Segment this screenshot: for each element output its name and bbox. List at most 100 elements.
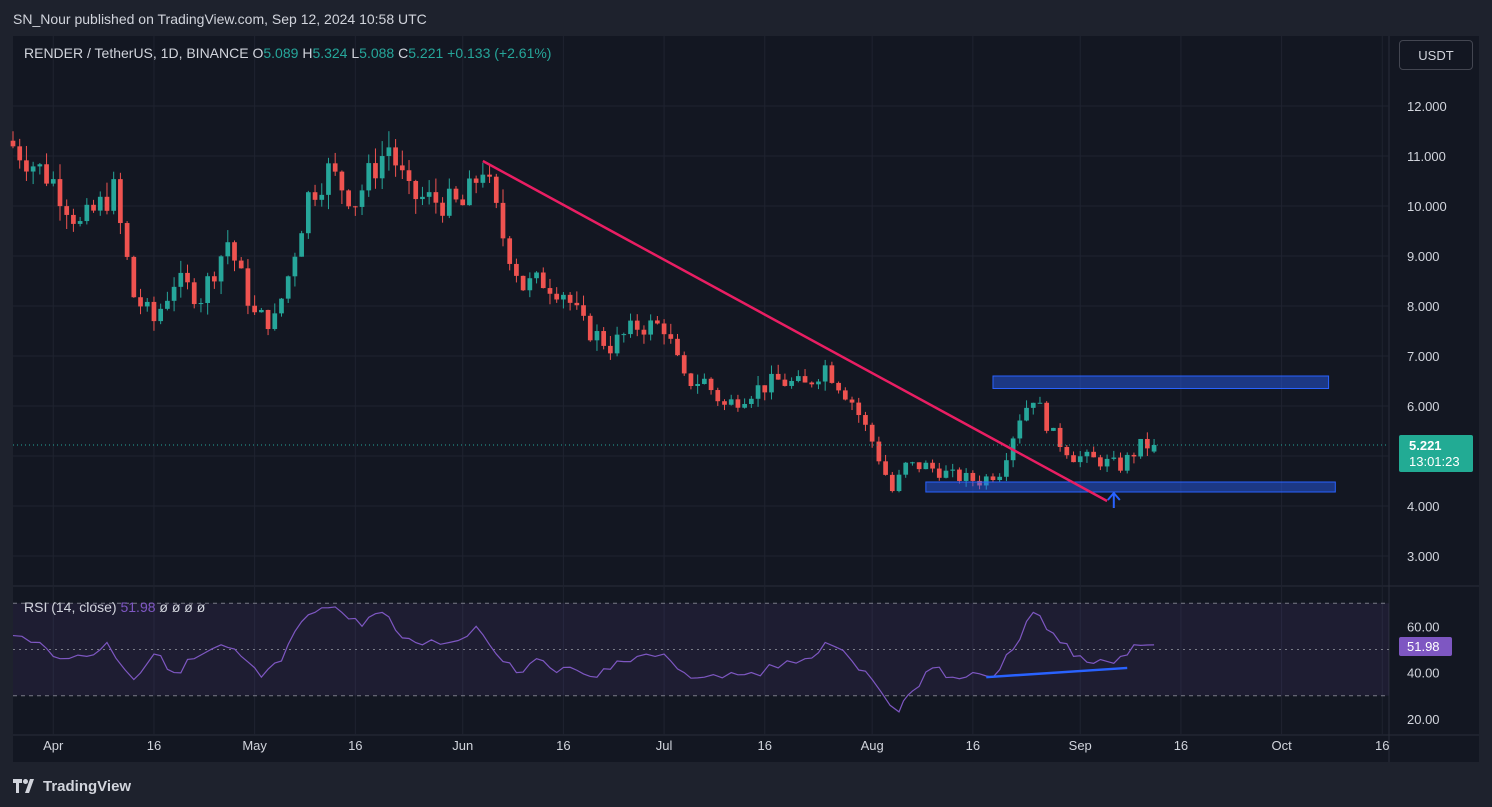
candle-body [191,282,197,305]
candle [869,422,875,448]
rsi-tick-label: 40.00 [1407,666,1440,681]
candle-body [849,399,855,403]
currency-button[interactable]: USDT [1399,40,1473,70]
candle-body [77,221,83,224]
candle-body [648,320,654,335]
legend-open: 5.089 [263,45,299,61]
candle-body [111,179,117,211]
candle-body [118,179,123,224]
candle-body [1030,402,1036,408]
time-tick-label: Apr [43,738,64,753]
candle [997,473,1003,482]
candle-body [782,379,788,386]
legend-change: +0.133 (+2.61%) [447,45,552,61]
candle-body [420,196,425,200]
candle [118,172,123,235]
candle-body [910,462,915,464]
candle-body [64,206,70,215]
tradingview-logo[interactable]: TradingView [13,777,131,795]
candle-body [259,309,264,313]
candle [534,271,539,284]
candle-body [292,256,298,277]
candle [601,327,607,350]
candle-body [567,294,573,303]
candle [748,395,754,408]
candle-body [621,334,627,336]
candle-body [889,474,895,492]
rsi-legend[interactable]: RSI (14, close) 51.98 ø ø ø ø [24,599,205,615]
candle-body [319,194,325,200]
candle-body [218,256,224,282]
candle [1104,454,1110,472]
candle [990,473,996,483]
candle-body [453,188,459,200]
rsi-band-fill [13,603,1389,696]
candle-body [1145,438,1150,449]
candle [352,205,358,216]
candle [695,374,700,394]
candle [903,461,909,478]
candle-body [1124,454,1130,471]
candle-body [789,380,794,386]
candle-body [10,140,16,147]
candle [715,387,721,406]
candle [1071,451,1076,463]
candle-body [1024,407,1029,421]
publisher-info: SN_Nour published on TradingView.com, Se… [13,11,427,27]
candle-body [977,480,982,486]
candle [775,364,781,380]
legend-low: 5.088 [359,45,395,61]
candle-body [252,305,257,313]
rsi-tick-label: 20.00 [1407,712,1440,727]
candle [319,183,325,207]
candle [493,173,499,209]
candle [379,141,385,190]
candle-body [1044,402,1050,431]
price-tick-label: 6.000 [1407,399,1440,414]
candle-body [681,355,687,374]
candle [259,307,264,313]
candle [668,323,674,344]
candle [587,313,593,342]
symbol-name[interactable]: RENDER / TetherUS, 1D, BINANCE [24,45,249,61]
candle-body [171,286,177,301]
candle-body [57,179,63,207]
candle-body [352,206,358,208]
candle-body [17,146,23,161]
candlestick-series [10,131,1389,493]
candle-body [1118,457,1123,471]
rsi-line [12,606,1155,713]
candle [30,161,36,185]
candle [970,470,976,487]
candle-body [856,402,862,416]
candle [782,373,788,387]
candle [708,377,714,395]
candle [64,199,70,230]
candle [507,236,513,271]
chart-drawings[interactable] [482,159,1336,508]
candle [567,292,573,311]
time-tick-label: 16 [1174,738,1188,753]
candle-body [1098,457,1103,467]
time-tick-label: 16 [147,738,161,753]
candle [916,462,922,473]
candle [816,379,821,390]
candle-body [44,164,49,184]
candle-body [755,385,761,399]
candle-body [661,323,667,335]
candle [144,297,150,312]
candle [1051,427,1056,432]
candle [547,278,553,305]
candle [1057,423,1063,452]
chart-panel[interactable] [13,36,1479,762]
candle-body [232,242,237,261]
candle-body [540,272,546,289]
candle [467,170,472,206]
candle [923,460,929,470]
candle-body [212,276,217,282]
candle [453,186,459,203]
candle [346,189,351,210]
candle-body [386,147,392,157]
candle-body [406,170,412,182]
